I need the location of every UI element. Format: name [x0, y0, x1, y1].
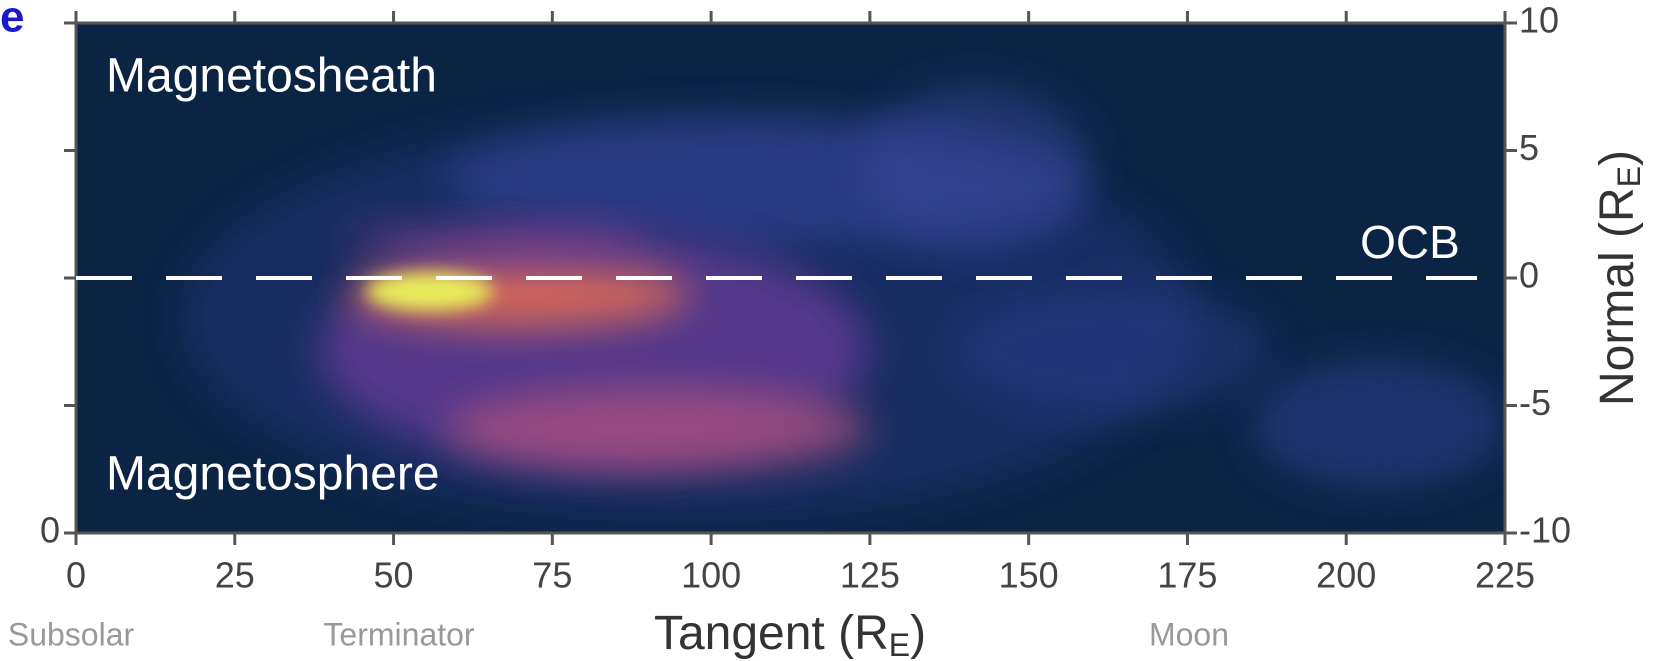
- x-tick-label: 175: [1157, 555, 1217, 596]
- y-tick-label: -10: [1519, 510, 1571, 551]
- heatmap-field: [180, 84, 1505, 520]
- x-tick-label: 0: [66, 555, 86, 596]
- annotation: Subsolar: [8, 616, 135, 652]
- y-tick-label: 0: [1519, 255, 1539, 296]
- x-label-text: ): [910, 607, 926, 660]
- left-y-tick-label: 0: [40, 510, 60, 551]
- y-tick-label: -5: [1519, 382, 1551, 423]
- x-tick-label: 100: [681, 555, 741, 596]
- x-label-sub: E: [889, 627, 910, 661]
- y-label-text: Normal (R: [1591, 187, 1644, 406]
- x-tick-label: 225: [1475, 555, 1535, 596]
- x-tick-label: 25: [215, 555, 255, 596]
- x-axis-label: Tangent (RE): [654, 607, 926, 661]
- annotation: Moon: [1149, 616, 1229, 652]
- x-tick-label: 150: [999, 555, 1059, 596]
- x-tick-label: 125: [840, 555, 900, 596]
- x-tick-label: 75: [532, 555, 572, 596]
- y-tick-label: 10: [1519, 0, 1559, 41]
- annotation: Terminator: [323, 616, 475, 652]
- y-tick-label: 5: [1519, 127, 1539, 168]
- region-label: Magnetosheath: [106, 50, 437, 103]
- boundary-label: OCB: [1360, 216, 1460, 268]
- region-label: Magnetosphere: [106, 448, 440, 501]
- x-tick-label: 50: [374, 555, 414, 596]
- y-label-sub: E: [1611, 166, 1647, 187]
- y-axis-label: Normal (RE): [1591, 150, 1648, 406]
- x-label-text: Tangent (R: [654, 607, 889, 660]
- y-label-text: ): [1591, 150, 1644, 166]
- x-tick-label: 200: [1316, 555, 1376, 596]
- panel-label: e: [0, 0, 24, 42]
